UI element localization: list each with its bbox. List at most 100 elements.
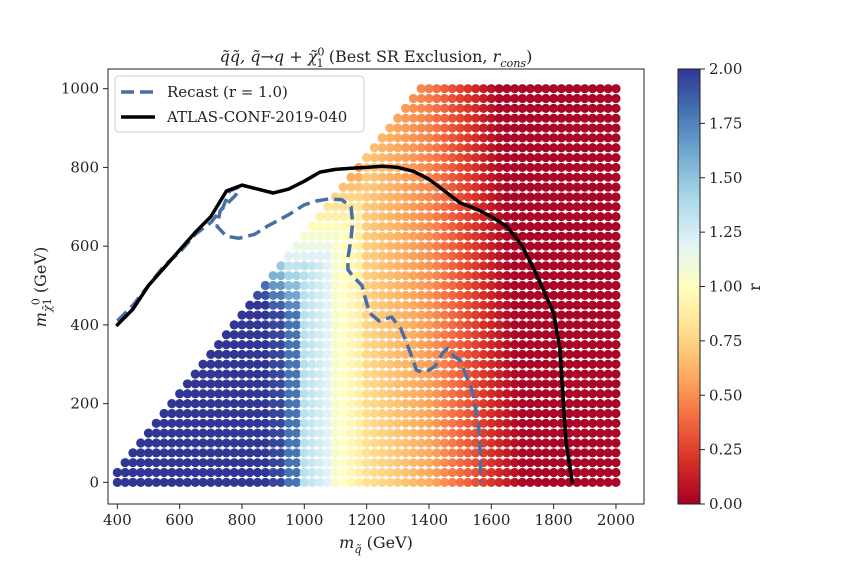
data-point: [564, 320, 574, 330]
data-point: [471, 103, 481, 113]
data-point: [502, 408, 512, 419]
data-point: [517, 379, 528, 389]
data-point: [260, 448, 270, 458]
data-point: [603, 310, 613, 320]
data-point: [556, 458, 567, 468]
data-point: [564, 221, 574, 232]
data-point: [447, 280, 457, 291]
data-point: [517, 300, 528, 310]
data-point: [385, 389, 395, 399]
data-point: [447, 379, 457, 389]
data-point: [580, 192, 590, 202]
data-point: [190, 408, 200, 419]
data-point: [439, 212, 450, 222]
data-point: [229, 359, 239, 369]
data-point: [424, 438, 434, 448]
data-point: [580, 418, 590, 428]
data-point: [260, 310, 270, 320]
data-point: [284, 389, 294, 399]
data-point: [424, 202, 434, 212]
data-point: [401, 389, 411, 399]
data-point: [362, 379, 372, 389]
colorbar-tick-label: 0.00: [709, 495, 742, 513]
data-point: [307, 379, 317, 389]
data-point: [549, 182, 559, 192]
data-point: [510, 133, 520, 143]
data-point: [517, 103, 528, 113]
data-point: [439, 113, 450, 123]
data-point: [229, 339, 239, 350]
data-point: [502, 300, 512, 310]
data-point: [463, 123, 473, 133]
data-point: [587, 123, 598, 133]
data-point: [510, 212, 520, 222]
data-point: [424, 399, 434, 409]
data-point: [323, 339, 333, 350]
data-point: [393, 448, 403, 458]
data-point: [556, 84, 567, 94]
data-point: [541, 448, 551, 458]
data-point: [595, 192, 605, 202]
data-point: [439, 84, 450, 94]
data-point: [572, 349, 582, 360]
data-point: [455, 84, 465, 94]
data-point: [525, 271, 535, 281]
data-point: [377, 458, 387, 468]
data-point: [284, 339, 294, 350]
data-point: [580, 172, 590, 182]
data-point: [549, 428, 559, 438]
data-point: [595, 261, 605, 271]
data-point: [330, 467, 341, 478]
data-point: [369, 349, 380, 360]
data-point: [315, 320, 325, 330]
data-point: [595, 467, 605, 478]
data-point: [198, 359, 208, 369]
data-point: [206, 418, 216, 428]
data-point: [346, 369, 356, 379]
data-point: [424, 428, 434, 438]
data-point: [556, 231, 567, 241]
colorbar-tick-label: 1.75: [709, 114, 742, 132]
data-point: [151, 428, 161, 438]
data-point: [432, 477, 442, 487]
data-point: [595, 143, 605, 153]
data-point: [416, 310, 426, 320]
data-point: [510, 172, 520, 182]
data-point: [330, 300, 341, 310]
data-point: [416, 300, 426, 310]
data-point: [424, 152, 434, 163]
data-point: [362, 251, 372, 261]
svg-text:mχ̃01 (GeV): mχ̃01 (GeV): [30, 247, 54, 327]
data-point: [580, 408, 590, 419]
data-point: [182, 428, 193, 438]
data-point: [401, 290, 411, 300]
legend-box: [114, 75, 365, 133]
data-point: [354, 418, 364, 428]
data-point: [338, 231, 348, 241]
y-axis-label: mχ̃01 (GeV): [30, 247, 54, 327]
data-point: [432, 271, 442, 281]
data-point: [486, 389, 496, 399]
data-point: [268, 330, 278, 340]
data-point: [533, 202, 543, 212]
data-point: [323, 330, 333, 340]
data-point: [323, 477, 333, 487]
data-point: [603, 113, 613, 123]
data-point: [564, 399, 574, 409]
data-point: [478, 133, 489, 143]
data-point: [338, 467, 348, 478]
data-point: [369, 192, 380, 202]
data-point: [533, 290, 543, 300]
data-point: [198, 477, 208, 487]
data-point: [478, 113, 489, 123]
data-point: [252, 399, 263, 409]
data-point: [580, 339, 590, 350]
data-point: [525, 133, 535, 143]
data-point: [276, 261, 286, 271]
svg-text:q̃q̃, q̃→q + χ̃01 (Best SR Exc: q̃q̃, q̃→q + χ̃0 1 (Best SR Exclusion, rc…: [220, 46, 533, 70]
data-point: [447, 428, 457, 438]
data-point: [517, 458, 528, 468]
data-point: [416, 379, 426, 389]
data-point: [447, 310, 457, 320]
data-point: [587, 418, 598, 428]
